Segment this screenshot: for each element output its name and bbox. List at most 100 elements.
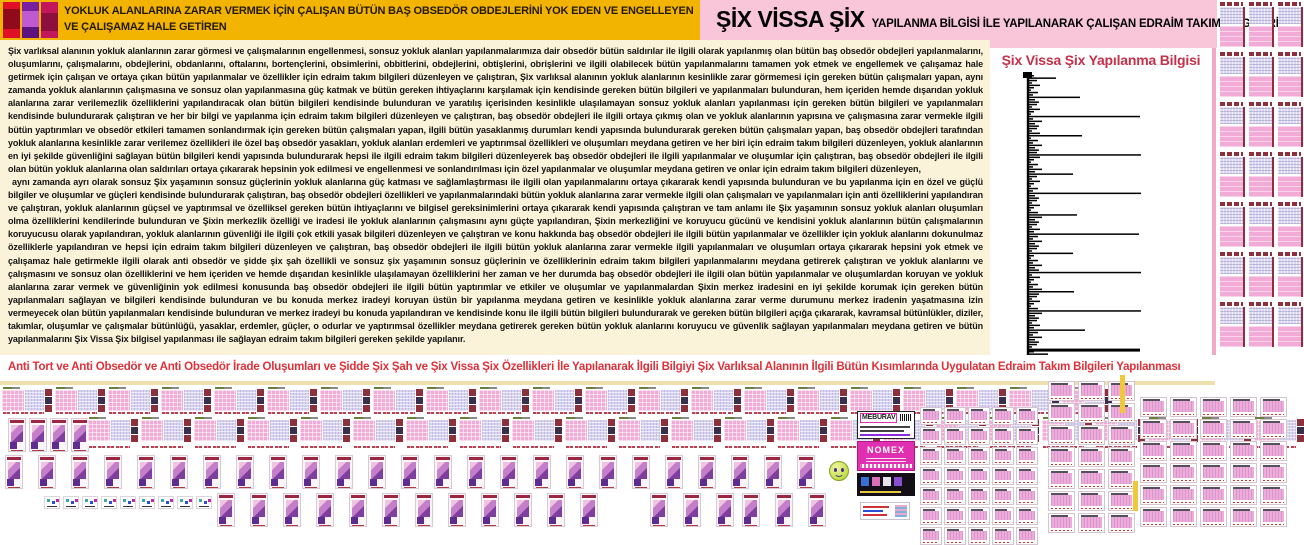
- document-thumbnail: [1278, 102, 1303, 148]
- label-thumbnail: [920, 507, 942, 525]
- header-banner-line2: VE ÇALIŞAMAZ HALE GETİREN: [64, 21, 227, 33]
- label-thumbnail: [992, 487, 1014, 505]
- magazine-cover-thumbnail: [500, 455, 518, 489]
- label-thumbnail: [1016, 527, 1038, 545]
- wide-card-thumbnail: [565, 417, 615, 448]
- yellow-marker: [1133, 481, 1138, 511]
- nomex-card-title: NOMEX: [866, 445, 905, 455]
- magazine-cover-thumbnail: [236, 455, 254, 489]
- magazine-cover-thumbnail: [698, 455, 716, 489]
- magazine-cover-thumbnail: [797, 455, 815, 489]
- wide-card-thumbnail: [300, 417, 350, 448]
- magazine-cover-thumbnail: [599, 455, 617, 489]
- label-thumbnail: [1078, 469, 1105, 489]
- magazine-cover-thumbnail: [650, 493, 668, 527]
- footer-banner-text: Anti Tort ve Anti Obsedör ve Anti Obsedö…: [8, 361, 1181, 373]
- label-thumbnail: [1260, 507, 1287, 527]
- document-thumbnail: [1249, 102, 1274, 148]
- wide-card-thumbnail: [532, 387, 582, 414]
- wide-card-thumbnail: [744, 387, 794, 414]
- label-thumbnail: [920, 447, 942, 465]
- magazine-cover-thumbnail: [632, 455, 650, 489]
- label-thumbnail: [968, 507, 990, 525]
- label-thumbnail: [1230, 463, 1257, 483]
- label-thumbnail: [1260, 441, 1287, 461]
- label-thumbnail: [992, 527, 1014, 545]
- magazine-cover-thumbnail: [731, 455, 749, 489]
- magazine-cover-thumbnail: [203, 455, 221, 489]
- magazine-cover-thumbnail: [716, 493, 734, 527]
- photo-tile-crimson: [41, 2, 58, 38]
- document-thumbnail: [1278, 2, 1303, 48]
- wide-card-thumbnail: [194, 417, 244, 448]
- magazine-cover-thumbnail: [683, 493, 701, 527]
- magazine-cover-thumbnail: [368, 455, 386, 489]
- mini-chart-thumbnail: [63, 496, 79, 509]
- magazine-cover-thumbnail: [580, 493, 598, 527]
- label-thumbnail: [968, 487, 990, 505]
- page-title: ŞİX VİSSA ŞİX: [716, 6, 865, 32]
- label-thumbnail: [1078, 447, 1105, 467]
- magazine-cover-thumbnail: [335, 455, 353, 489]
- label-thumbnail: [968, 427, 990, 445]
- label-thumbnail: [920, 467, 942, 485]
- wide-card-thumbnail: [2, 387, 52, 414]
- label-thumbnail: [992, 427, 1014, 445]
- label-thumbnail: [992, 467, 1014, 485]
- magazine-cover-thumbnail: [316, 493, 334, 527]
- magazine-cover-thumbnail: [547, 493, 565, 527]
- magazine-cover-thumbnail: [764, 455, 782, 489]
- label-thumbnail: [1048, 425, 1075, 445]
- wide-card-thumbnail: [459, 417, 509, 448]
- label-thumbnail: [1016, 447, 1038, 465]
- document-thumbnail: [1220, 52, 1245, 98]
- body-text: Şix varlıksal alanının yokluk alanlarını…: [8, 45, 983, 346]
- body-paragraph-2: aynı zamanda ayrı olarak sonsuz Şix yaşa…: [8, 176, 983, 345]
- magazine-cover-thumbnail: [250, 493, 268, 527]
- header-photo-strip: [3, 2, 59, 38]
- label-thumbnail: [1078, 513, 1105, 533]
- wide-card-thumbnail: [585, 387, 635, 414]
- document-thumbnail: [1220, 2, 1245, 48]
- wide-card-thumbnail: [426, 387, 476, 414]
- document-thumbnail: [1249, 52, 1274, 98]
- label-thumbnail: [1170, 507, 1197, 527]
- label-thumbnail: [968, 527, 990, 545]
- wide-card-thumbnail: [247, 417, 297, 448]
- document-thumbnail: [1220, 152, 1245, 198]
- label-thumbnail: [1230, 441, 1257, 461]
- label-thumbnail: [944, 407, 966, 425]
- wide-card-thumbnail: [320, 387, 370, 414]
- photo-tile-red: [3, 2, 20, 38]
- magazine-cover-thumbnail: [514, 493, 532, 527]
- body-panel: Şix varlıksal alanının yokluk alanlarını…: [0, 40, 990, 355]
- label-thumbnail: [1078, 381, 1105, 401]
- label-thumbnail: [1140, 485, 1167, 505]
- magazine-cover-thumbnail: [415, 493, 433, 527]
- document-thumbnail: [1220, 302, 1245, 348]
- label-thumbnail: [1078, 491, 1105, 511]
- label-thumbnail: [1048, 469, 1075, 489]
- label-thumbnail: [944, 507, 966, 525]
- magazine-cover-thumbnail: [481, 493, 499, 527]
- magazine-cover-thumbnail: [38, 455, 56, 489]
- magazine-cover-thumbnail: [382, 493, 400, 527]
- footer-banner: Anti Tort ve Anti Obsedör ve Anti Obsedö…: [0, 355, 1215, 385]
- chart-panel: Şix Vissa Şix Yapılanma Bilgisi: [990, 48, 1216, 356]
- magazine-cover-thumbnail: [50, 418, 68, 452]
- label-thumbnail: [968, 447, 990, 465]
- wide-card-thumbnail: [724, 417, 774, 448]
- label-thumbnail: [1200, 463, 1227, 483]
- header-banner: YOKLUK ALANLARINA ZARAR VERMEK İÇİN ÇALI…: [0, 0, 700, 40]
- magazine-cover-thumbnail: [349, 493, 367, 527]
- label-thumbnail: [1200, 507, 1227, 527]
- label-thumbnail: [1140, 441, 1167, 461]
- label-thumbnail: [920, 407, 942, 425]
- magazine-cover-thumbnail: [5, 455, 23, 489]
- label-thumbnail: [944, 527, 966, 545]
- wide-card-thumbnail: [55, 387, 105, 414]
- document-thumbnail: [1220, 202, 1245, 248]
- label-thumbnail: [968, 467, 990, 485]
